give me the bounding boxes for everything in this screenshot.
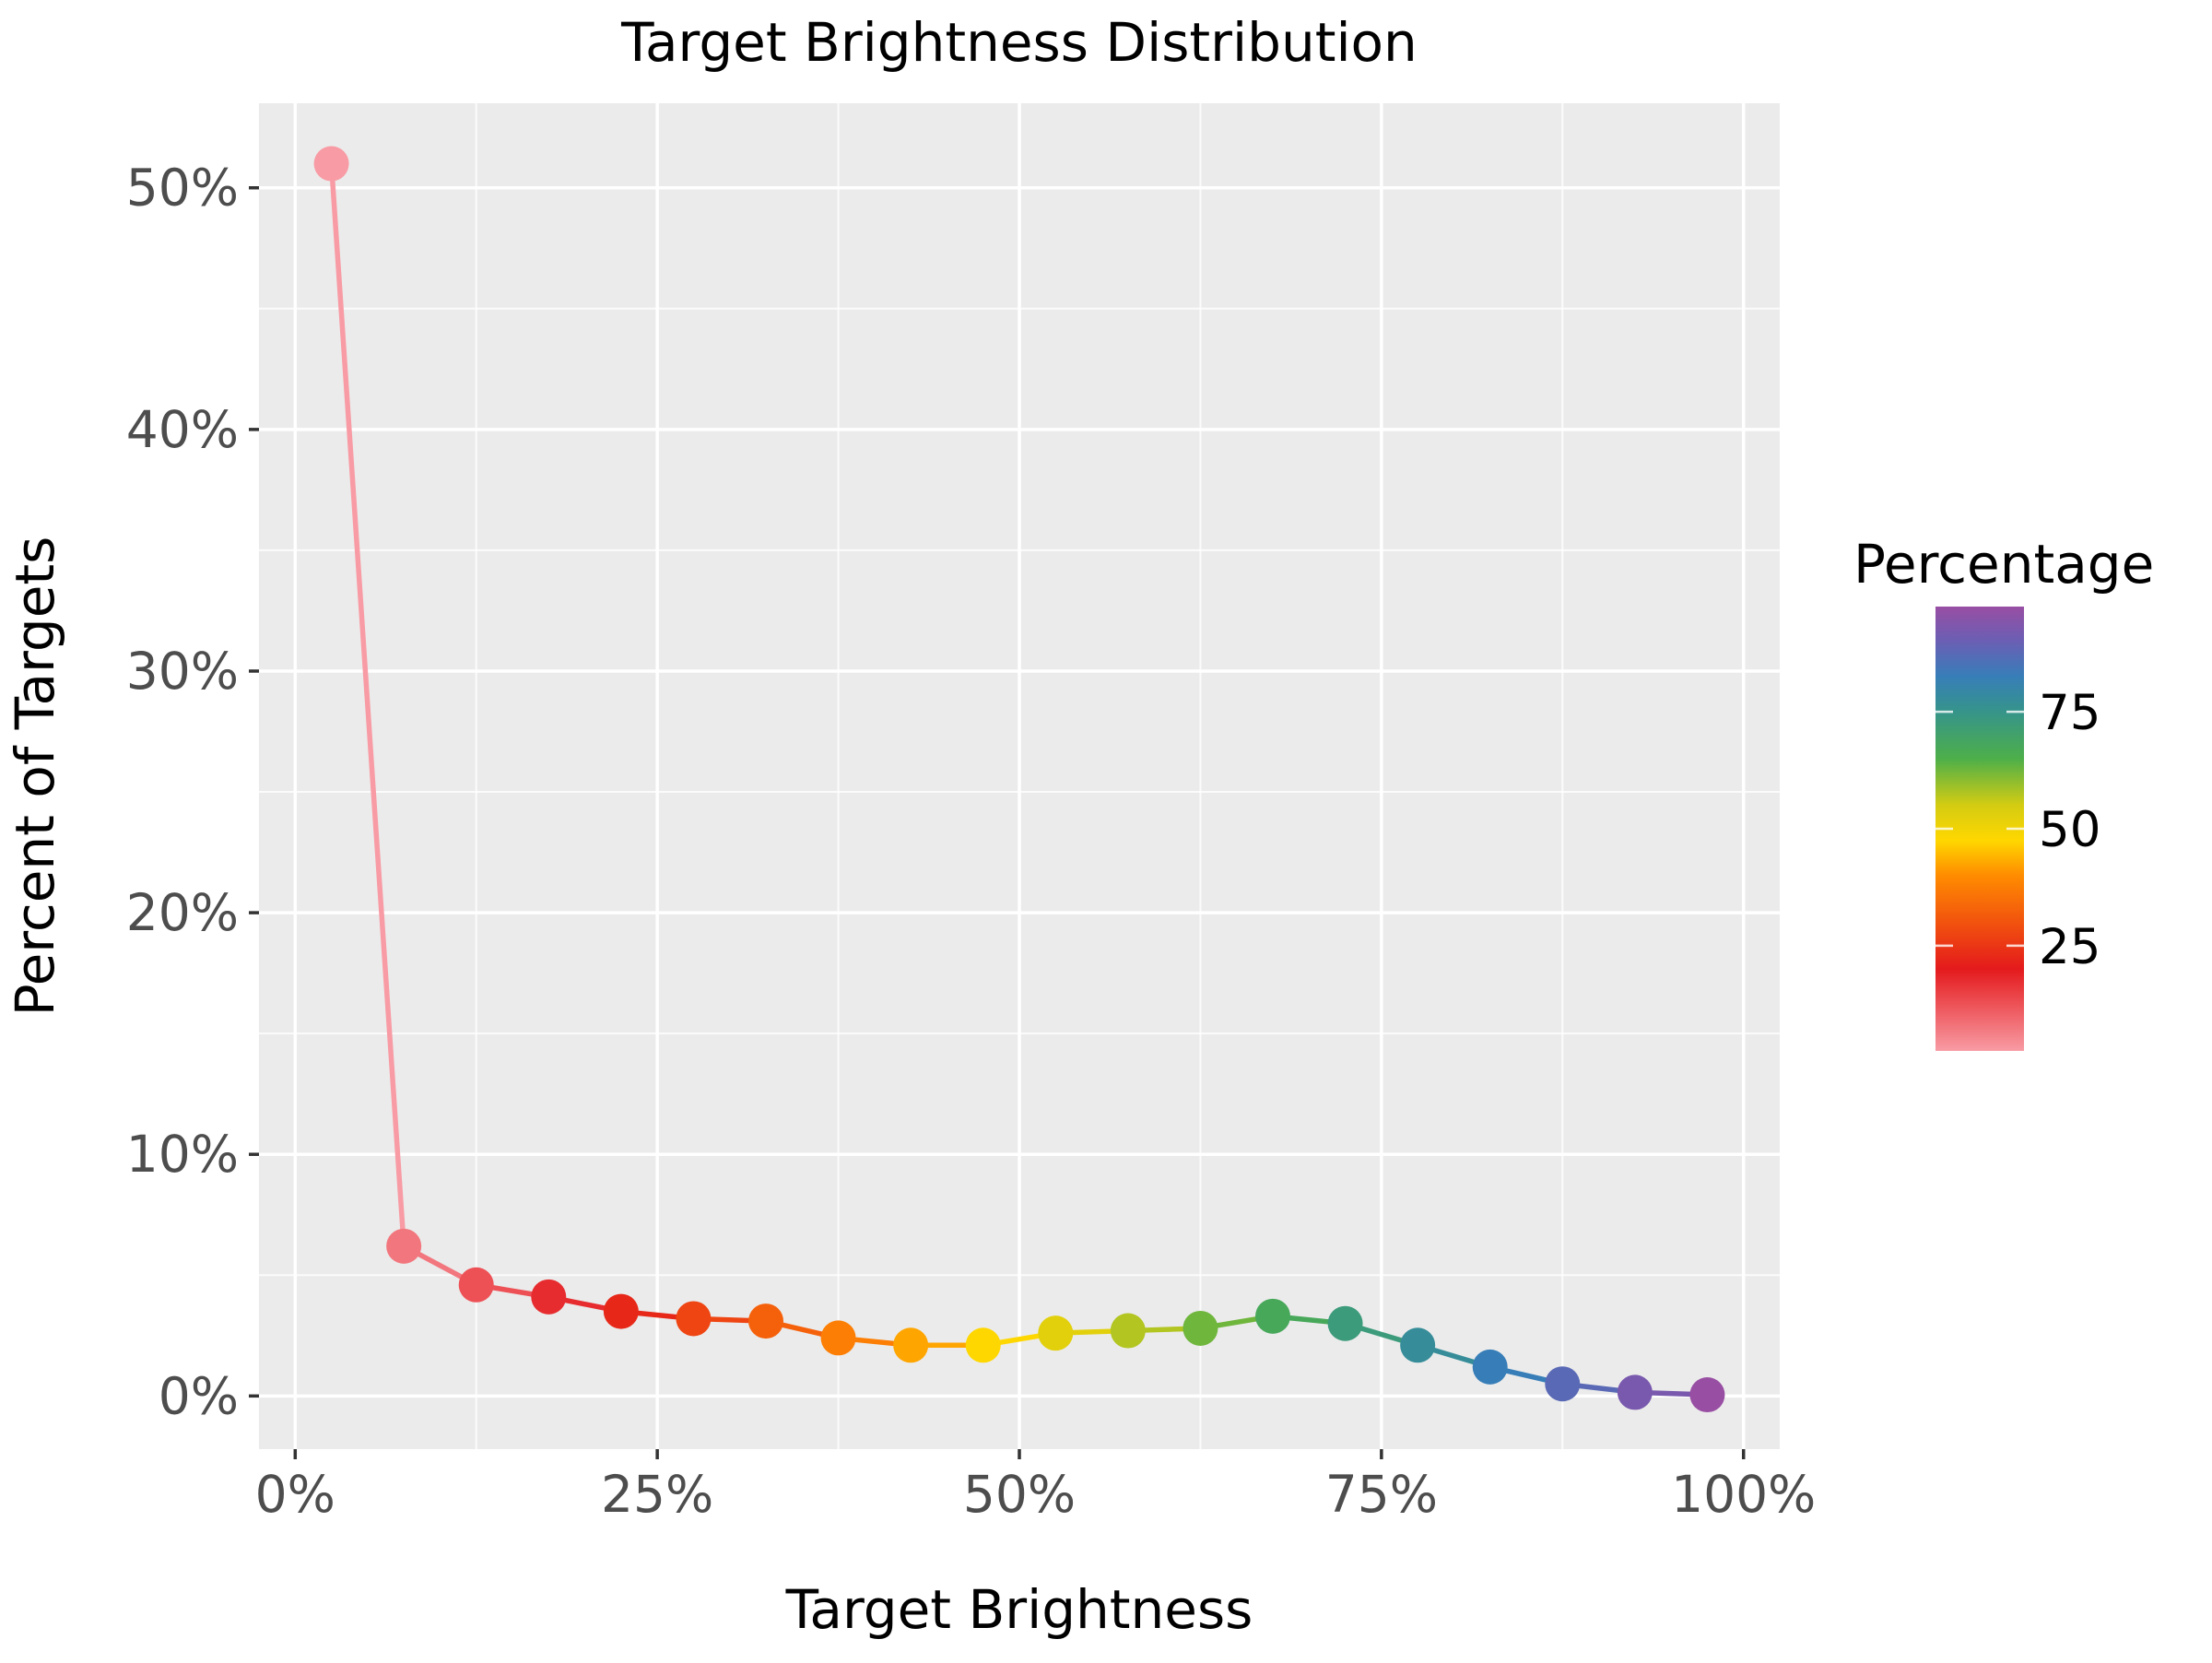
data-point [965, 1327, 1001, 1363]
data-point [1617, 1374, 1653, 1410]
major-gridlines [259, 103, 1780, 1449]
data-point [1182, 1310, 1218, 1346]
y-tick-label: 30% [126, 642, 239, 701]
color-legend: Percentage 25 50 75 [1853, 533, 2154, 1051]
data-point [893, 1327, 929, 1363]
data-point [458, 1267, 494, 1303]
data-point [748, 1303, 783, 1339]
x-tick-label: 100% [1671, 1465, 1816, 1524]
data-point [676, 1301, 712, 1337]
line-segment [328, 160, 406, 1249]
x-tick-label: 75% [1325, 1465, 1438, 1524]
data-point [1327, 1305, 1363, 1341]
x-tick-label: 0% [255, 1465, 335, 1524]
data-point [1472, 1349, 1508, 1385]
data-point [1110, 1313, 1146, 1349]
data-point [1689, 1377, 1725, 1413]
x-tick-label: 25% [601, 1465, 713, 1524]
data-point [313, 146, 349, 182]
x-axis: 0% 25% 50% 75% 100% [255, 1449, 1816, 1524]
chart-title: Target Brightness Distribution [620, 11, 1418, 74]
data-point [1038, 1315, 1074, 1351]
data-point [1255, 1298, 1290, 1334]
y-tick-label: 10% [126, 1125, 239, 1184]
legend-tick-label: 25 [2039, 919, 2100, 975]
data-point [603, 1293, 639, 1329]
legend-title: Percentage [1853, 533, 2154, 596]
data-point [1400, 1327, 1436, 1363]
y-tick-label: 40% [126, 400, 239, 459]
x-axis-label: Target Brightness [785, 1578, 1253, 1641]
data-point [386, 1228, 422, 1264]
y-tick-label: 20% [126, 883, 239, 942]
x-tick-label: 50% [963, 1465, 1076, 1524]
legend-ticks: 25 50 75 [1936, 685, 2100, 975]
legend-tick-label: 50 [2039, 802, 2100, 858]
y-tick-label: 50% [126, 159, 239, 218]
y-axis: 0% 10% 20% 30% 40% 50% [126, 159, 259, 1425]
data-point [531, 1279, 567, 1315]
data-point [820, 1320, 856, 1356]
series-points [313, 146, 1725, 1413]
y-tick-label: 0% [159, 1366, 239, 1425]
data-point [1545, 1366, 1581, 1402]
y-axis-label: Percent of Targets [4, 537, 66, 1017]
legend-tick-label: 75 [2039, 685, 2100, 741]
